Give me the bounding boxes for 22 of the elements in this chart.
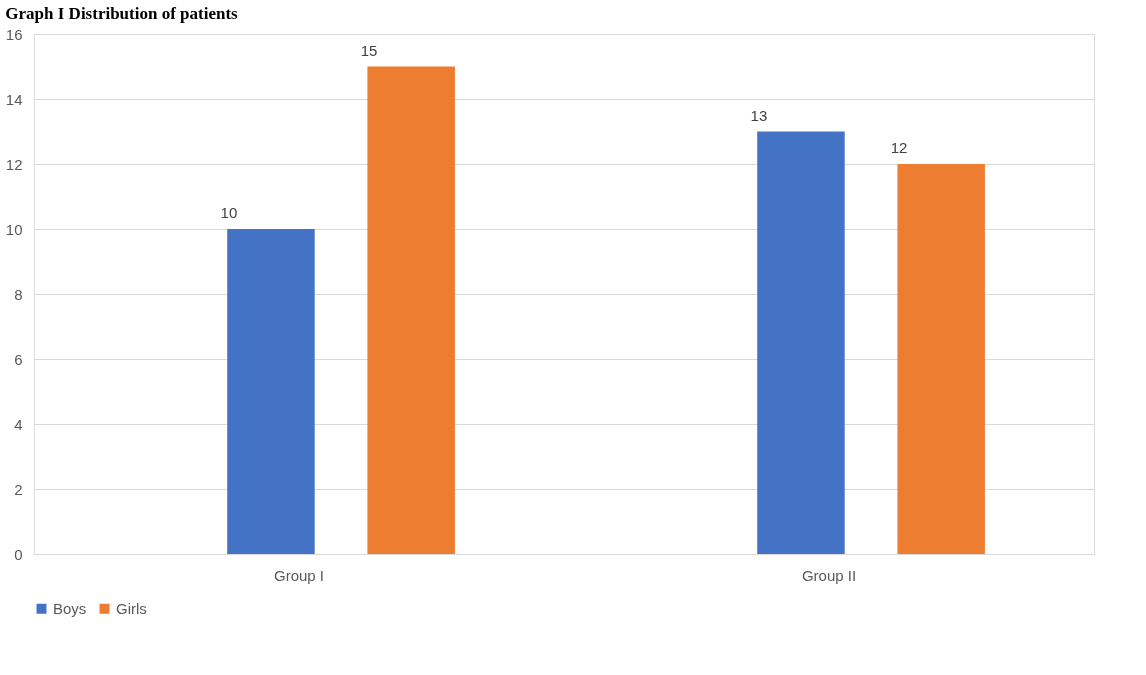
bar — [897, 164, 985, 554]
legend-label: Boys — [53, 599, 87, 617]
y-tick-label: 12 — [5, 155, 23, 173]
y-tick-label: 14 — [5, 90, 23, 108]
x-tick-label: Group II — [801, 566, 857, 584]
y-tick-label: 4 — [14, 415, 23, 433]
y-tick-label: 8 — [14, 285, 23, 303]
y-tick-label: 16 — [5, 25, 23, 43]
y-tick-label: 0 — [14, 545, 23, 563]
data-label: 12 — [890, 139, 908, 156]
data-label: 10 — [220, 204, 238, 221]
legend-label: Girls — [116, 599, 147, 617]
y-tick-label: 6 — [14, 350, 23, 368]
data-label: 15 — [360, 41, 378, 59]
x-tick-label: Group I — [273, 566, 325, 584]
data-label: 13 — [750, 106, 768, 124]
bar — [757, 131, 845, 554]
y-tick-label: 10 — [5, 220, 23, 238]
chart-title: Graph I Distribution of patients — [5, 4, 239, 23]
bar — [227, 229, 315, 554]
y-tick-label: 2 — [14, 480, 23, 498]
bar — [367, 66, 455, 554]
